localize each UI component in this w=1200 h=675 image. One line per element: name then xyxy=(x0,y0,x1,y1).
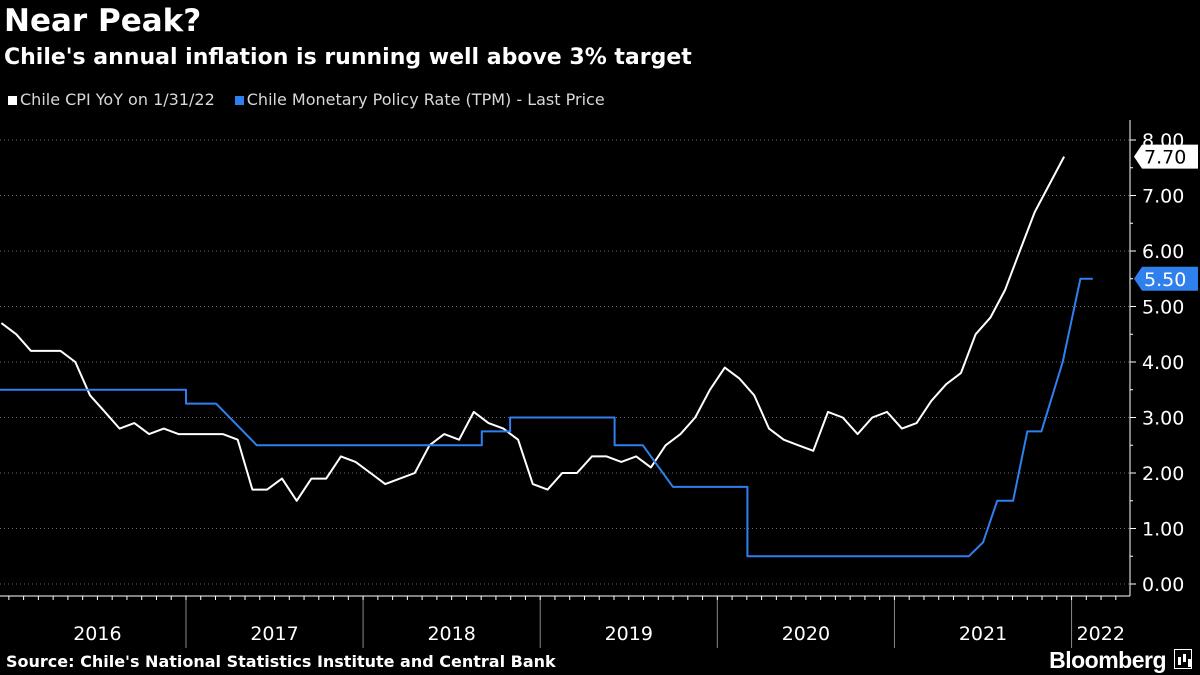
x-tick-label-2019: 2019 xyxy=(605,623,653,645)
y-tick-label-6: 6.00 xyxy=(1142,241,1184,263)
x-tick-label-2017: 2017 xyxy=(250,623,298,645)
bloomberg-logo: Bloomberg xyxy=(1049,647,1166,673)
series-line-0 xyxy=(0,156,1065,502)
x-tick-label-2021: 2021 xyxy=(959,623,1007,645)
y-tick-label-3: 3.00 xyxy=(1142,408,1184,430)
last-value-label-1: 5.50 xyxy=(1144,269,1186,291)
chart-title: Near Peak? xyxy=(4,3,202,39)
legend-swatch-tpm xyxy=(234,95,244,105)
last-value-badge-1 xyxy=(1134,266,1198,291)
legend-swatch-cpi xyxy=(8,95,17,105)
y-tick-label-2: 2.00 xyxy=(1142,463,1184,485)
legend-label-cpi: Chile CPI YoY on 1/31/22 xyxy=(20,90,215,109)
series-line-1 xyxy=(0,277,1093,558)
last-value-badge-0 xyxy=(1134,144,1198,169)
source-note: Source: Chile's National Statistics Inst… xyxy=(6,652,556,671)
chart-legend: Chile CPI YoY on 1/31/22 Chile Monetary … xyxy=(8,90,605,110)
chart-subtitle: Chile's annual inflation is running well… xyxy=(4,45,692,70)
y-tick-label-7: 7.00 xyxy=(1142,186,1184,208)
legend-item-tpm: Chile Monetary Policy Rate (TPM) - Last … xyxy=(234,90,605,110)
legend-item-cpi: Chile CPI YoY on 1/31/22 xyxy=(8,90,215,110)
y-tick-label-1: 1.00 xyxy=(1142,519,1184,541)
y-tick-label-0: 0.00 xyxy=(1142,574,1184,596)
last-value-label-0: 7.70 xyxy=(1144,147,1186,169)
x-tick-label-2018: 2018 xyxy=(427,623,475,645)
bar-chart-icon xyxy=(1174,649,1192,669)
x-tick-label-2022: 2022 xyxy=(1077,623,1125,645)
y-tick-label-4: 4.00 xyxy=(1142,352,1184,374)
x-tick-label-2020: 2020 xyxy=(782,623,830,645)
y-tick-label-5: 5.00 xyxy=(1142,297,1184,319)
legend-label-tpm: Chile Monetary Policy Rate (TPM) - Last … xyxy=(246,90,605,109)
x-tick-label-2016: 2016 xyxy=(73,623,121,645)
